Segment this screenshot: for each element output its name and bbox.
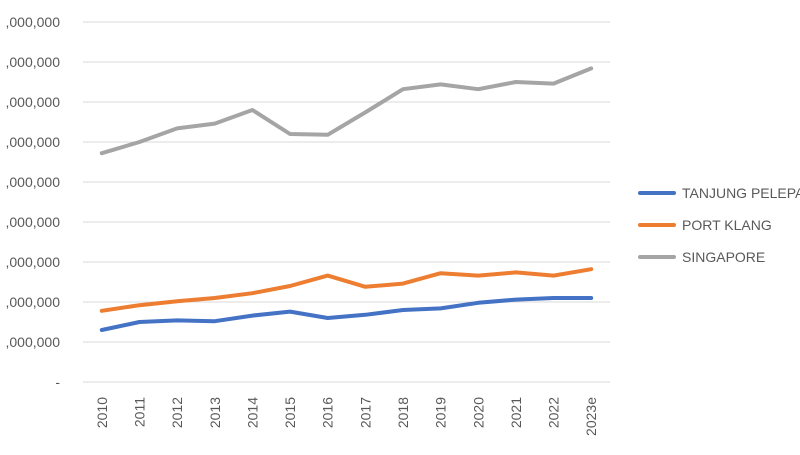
y-tick-label: ,000,000 xyxy=(6,334,61,350)
legend-label-port-klang: PORT KLANG xyxy=(682,217,772,233)
x-tick-label: 2010 xyxy=(94,397,110,428)
y-tick-label: ,000,000 xyxy=(6,94,61,110)
y-tick-label: ,000,000 xyxy=(6,134,61,150)
y-tick-label: ,000,000 xyxy=(6,54,61,70)
x-tick-label: 2019 xyxy=(433,397,449,428)
series-line-tanjung-pelepas xyxy=(99,296,594,332)
x-tick-label: 2017 xyxy=(357,397,373,428)
y-tick-label: ,000,000 xyxy=(6,294,61,310)
x-tick-label: 2013 xyxy=(207,397,223,428)
x-tick-label: 2020 xyxy=(470,397,486,428)
x-tick-label: 2023e xyxy=(583,397,599,436)
y-tick-label: ,000,000 xyxy=(6,214,61,230)
y-tick-label: ,000,000 xyxy=(6,14,61,30)
x-tick-label: 2022 xyxy=(546,397,562,428)
x-tick-label: 2011 xyxy=(131,397,147,427)
x-tick-label: 2012 xyxy=(169,397,185,428)
y-tick-label: - xyxy=(55,374,60,390)
y-tick-label: ,000,000 xyxy=(6,254,61,270)
x-tick-label: 2015 xyxy=(282,397,298,428)
series-line-singapore xyxy=(99,66,594,156)
x-tick-label: 2018 xyxy=(395,397,411,428)
x-tick-label: 2016 xyxy=(320,397,336,428)
series-line-port-klang xyxy=(99,267,594,313)
gridlines xyxy=(83,21,610,383)
legend-label-tanjung-pelepas: TANJUNG PELEPAS xyxy=(682,185,800,201)
legend-label-singapore: SINGAPORE xyxy=(682,249,765,265)
y-axis-tick-labels: - ,000,000 ,000,000 ,000,000 ,000,000 ,000,00… xyxy=(6,14,61,390)
series-lines xyxy=(99,66,594,332)
x-tick-label: 2014 xyxy=(244,397,260,428)
y-tick-label: ,000,000 xyxy=(6,174,61,190)
legend: TANJUNG PELEPAS PORT KLANG SINGAPORE xyxy=(638,185,800,265)
x-axis-tick-labels: 2010 2011 2012 2013 2014 2015 2016 2017 2018 2019… xyxy=(94,397,599,436)
x-tick-label: 2021 xyxy=(508,397,524,428)
